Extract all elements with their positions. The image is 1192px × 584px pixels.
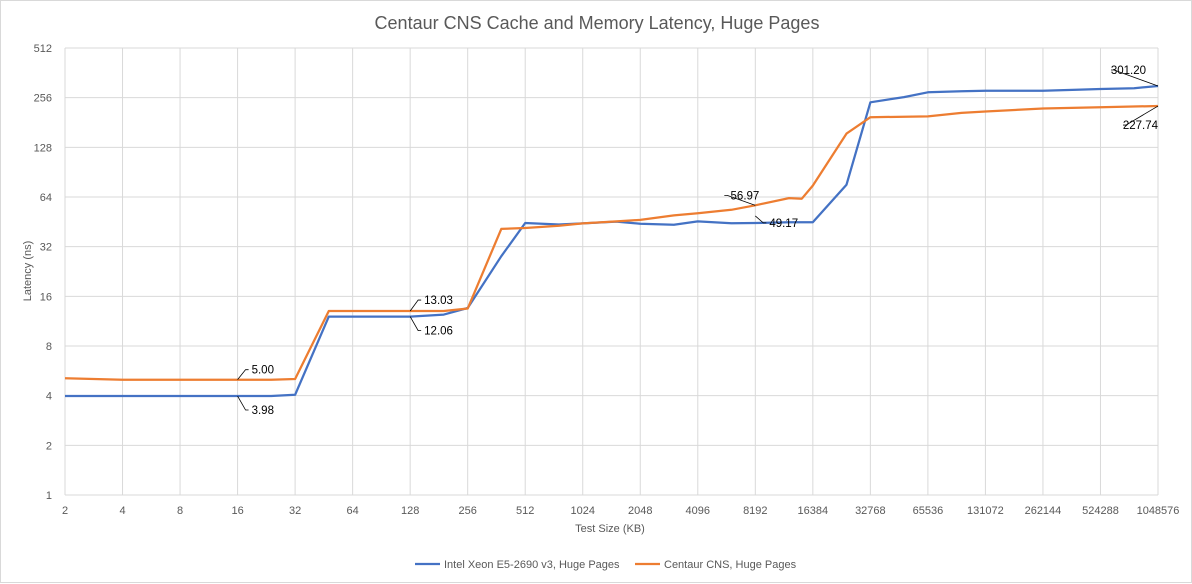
x-tick-label: 262144 — [1025, 505, 1062, 517]
data-labels: 5.00 3.98 13.03 12.06 56.97 49.17 301.20 227.74 — [237, 65, 1159, 417]
data-label: 49.17 — [769, 218, 798, 230]
y-tick-label: 4 — [46, 391, 52, 403]
gridlines — [64, 47, 1159, 496]
y-tick-label: 16 — [40, 291, 52, 303]
data-label-leader — [724, 194, 756, 206]
x-tick-label: 8 — [177, 505, 183, 517]
axis-ticks: 2 4 8 16 32 64 128 256 512 1024 2048 4096 8192 16384 3… — [34, 43, 1180, 517]
data-label-leader — [409, 316, 422, 331]
x-tick-label: 131072 — [967, 505, 1004, 517]
x-tick-label: 64 — [347, 505, 359, 517]
data-label: 5.00 — [252, 365, 274, 377]
x-tick-label: 4096 — [686, 505, 710, 517]
x-tick-label: 2048 — [628, 505, 652, 517]
x-tick-label: 128 — [401, 505, 419, 517]
x-tick-label: 32768 — [855, 505, 886, 517]
data-label: 301.20 — [1111, 65, 1146, 77]
y-tick-label: 8 — [46, 341, 52, 353]
data-label-leader — [755, 215, 767, 224]
y-tick-label: 2 — [46, 440, 52, 452]
y-axis-title: Latency (ns) — [22, 241, 34, 302]
y-tick-label: 256 — [34, 93, 52, 105]
data-label: 13.03 — [424, 295, 453, 307]
x-tick-label: 65536 — [913, 505, 944, 517]
legend-label: Centaur CNS, Huge Pages — [664, 559, 797, 571]
x-tick-label: 4 — [119, 505, 125, 517]
series-line-1 — [64, 104, 1159, 381]
x-tick-label: 16384 — [798, 505, 829, 517]
y-tick-label: 64 — [40, 192, 52, 204]
x-tick-label: 256 — [459, 505, 477, 517]
data-label: 56.97 — [731, 190, 760, 202]
x-tick-label: 32 — [289, 505, 301, 517]
y-tick-label: 128 — [34, 142, 52, 154]
chart-title: Centaur CNS Cache and Memory Latency, Hu… — [375, 13, 820, 33]
y-tick-label: 1 — [46, 490, 52, 502]
y-tick-label: 512 — [34, 43, 52, 55]
legend: Intel Xeon E5-2690 v3, Huge Pages Centaur… — [415, 559, 797, 571]
series-line-0 — [65, 84, 1159, 398]
data-label-leader — [1123, 105, 1159, 126]
y-tick-label: 32 — [40, 242, 52, 254]
data-label-leader — [237, 395, 249, 411]
x-axis-title: Test Size (KB) — [575, 523, 645, 535]
legend-label: Intel Xeon E5-2690 v3, Huge Pages — [444, 559, 620, 571]
data-label: 227.74 — [1123, 120, 1159, 132]
data-label: 12.06 — [424, 326, 453, 338]
data-label-leader — [237, 369, 249, 380]
x-tick-label: 1024 — [570, 505, 594, 517]
series-lines — [64, 84, 1159, 398]
x-tick-label: 524288 — [1082, 505, 1119, 517]
x-tick-label: 512 — [516, 505, 534, 517]
data-label-leader — [1111, 69, 1159, 87]
x-tick-label: 1048576 — [1137, 505, 1180, 517]
data-label-leader — [409, 299, 422, 312]
data-label: 3.98 — [252, 405, 274, 417]
x-tick-label: 16 — [231, 505, 243, 517]
x-tick-label: 8192 — [743, 505, 767, 517]
x-tick-label: 2 — [62, 505, 68, 517]
